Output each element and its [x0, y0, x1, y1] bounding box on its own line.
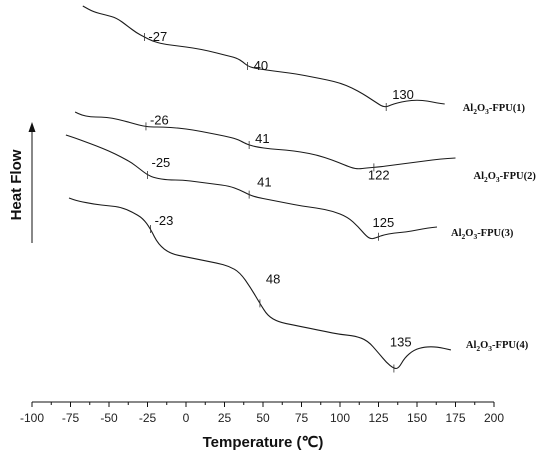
curve-label-tail: -FPU(2)	[500, 171, 537, 182]
x-tick-label: -75	[62, 411, 80, 425]
curve-2: -26 41 122 Al2O3-FPU(2)	[74, 111, 537, 184]
curve-1-line	[82, 5, 445, 108]
y-axis-title: Heat Flow	[8, 149, 25, 220]
x-axis: -100 -75 -50 -25 0 25 50 75 100 125 150 175 200 Temp…	[20, 401, 504, 451]
curve-label-main: Al	[451, 228, 462, 239]
curve-label-mid: O	[465, 228, 473, 239]
transition-label: 135	[390, 335, 412, 350]
curve-label-sub2: 3	[485, 107, 489, 116]
curve-3-line	[65, 134, 438, 240]
curve-3-label: Al2O3-FPU(3)	[451, 228, 514, 241]
curve-label-tail: -FPU(3)	[477, 228, 514, 239]
x-tick-label: 125	[368, 411, 388, 425]
transition-label: 41	[257, 175, 271, 190]
transition-label: -26	[150, 112, 169, 127]
transition-label: 130	[392, 87, 414, 102]
transition-label: 125	[373, 215, 395, 230]
curve-label-sub2: 3	[488, 344, 492, 353]
curve-label-sub2: 3	[496, 175, 500, 184]
curve-label-main: Al	[463, 103, 474, 114]
curve-2-label: Al2O3-FPU(2)	[474, 171, 537, 184]
transition-label: 122	[368, 167, 390, 182]
transition-label: -23	[155, 213, 174, 228]
curve-label-mid: O	[480, 340, 488, 351]
curve-1-label: Al2O3-FPU(1)	[463, 103, 526, 116]
x-tick-label: 75	[295, 411, 309, 425]
curve-label-main: Al	[466, 340, 477, 351]
curve-4-label: Al2O3-FPU(4)	[466, 340, 529, 353]
transition-label: 40	[254, 58, 268, 73]
x-tick-label: -50	[100, 411, 118, 425]
curve-label-sub1: 2	[473, 107, 477, 116]
curve-label-main: Al	[474, 171, 485, 182]
x-tick-label: -25	[139, 411, 157, 425]
curve-label-sub2: 3	[473, 232, 477, 241]
x-tick-label: 25	[218, 411, 232, 425]
y-axis-arrowhead	[28, 122, 36, 132]
x-tick-label: 50	[256, 411, 270, 425]
transition-label: 41	[255, 131, 269, 146]
curve-label-sub1: 2	[476, 344, 480, 353]
y-axis: Heat Flow	[8, 122, 36, 243]
transition-label: -25	[152, 155, 171, 170]
x-ticks: -100 -75 -50 -25 0 25 50 75 100 125 150 175 200	[20, 402, 504, 425]
curve-label-mid: O	[477, 103, 485, 114]
x-axis-title: Temperature (℃)	[203, 434, 324, 451]
x-tick-label: 100	[330, 411, 350, 425]
x-tick-label: 0	[183, 411, 190, 425]
x-tick-label: 200	[484, 411, 504, 425]
curve-label-tail: -FPU(1)	[489, 103, 526, 114]
x-tick-label: 175	[445, 411, 465, 425]
curve-label-sub1: 2	[462, 232, 466, 241]
curve-label-sub1: 2	[484, 175, 488, 184]
curve-label-tail: -FPU(4)	[492, 340, 529, 351]
x-tick-label: 150	[407, 411, 427, 425]
transition-label: -27	[148, 29, 167, 44]
curve-2-line	[74, 111, 456, 170]
curve-1: -27 40 130 Al2O3-FPU(1)	[82, 5, 526, 116]
curve-label-mid: O	[488, 171, 496, 182]
transition-label: 48	[266, 271, 280, 286]
x-tick-label: -100	[20, 411, 44, 425]
